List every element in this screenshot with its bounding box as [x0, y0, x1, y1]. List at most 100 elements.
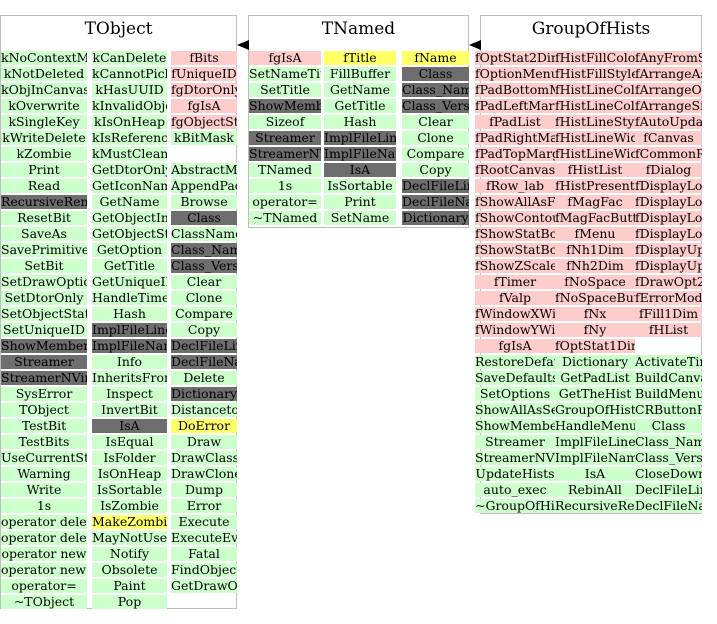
member-cell: kHasUUID	[92, 83, 167, 97]
member-cell: UpdateHists	[475, 467, 555, 481]
member-cell: fAnyFromSocket	[635, 51, 702, 65]
member-cell: fMagFac	[555, 195, 635, 209]
member-cell: Class	[171, 211, 237, 225]
member-cell: ImplFileLine	[324, 131, 396, 145]
member-cell: Clear	[402, 115, 469, 129]
member-cell: fgIsA	[249, 51, 321, 65]
member-cell: fOptStat1Dim	[555, 339, 635, 353]
member-cell: Pop	[92, 595, 167, 609]
member-cell: RecursiveRemove	[555, 499, 635, 513]
member-cell: fWindowXWidth	[475, 307, 555, 321]
member-cell: fArrangeSideBySide	[635, 99, 702, 113]
member-cell: kSingleKey	[1, 115, 87, 129]
member-cell: SetTitle	[249, 83, 321, 97]
member-cell: fAutoUpdateDelay	[635, 115, 702, 129]
member-cell: DrawClone	[171, 467, 237, 481]
member-cell: DeclFileName	[402, 195, 469, 209]
member-cell	[635, 339, 702, 353]
member-cell: Write	[1, 483, 87, 497]
member-cell: fUniqueID	[171, 67, 237, 81]
member-cell: fHistLineWidth1Dim	[555, 131, 635, 145]
member-cell: Class	[402, 67, 469, 81]
member-cell: fNh1Dim	[555, 243, 635, 257]
member-cell: RebinAll	[555, 483, 635, 497]
member-cell: fDisplayUpY	[635, 259, 702, 273]
member-cell: CRButtonPressed	[635, 403, 702, 417]
member-cell: SetDrawOption	[1, 275, 87, 289]
member-cell: kInvalidObject	[92, 99, 167, 113]
member-cell: IsOnHeap	[92, 467, 167, 481]
member-cell: ~TObject	[1, 595, 87, 609]
member-cell: fOptStat2Dim	[475, 51, 555, 65]
member-cell: TestBits	[1, 435, 87, 449]
member-cell: TNamed	[249, 163, 321, 177]
member-cell: SysError	[1, 387, 87, 401]
member-cell: GetDtorOnly	[92, 163, 167, 177]
member-cell: ImplFileName	[92, 339, 167, 353]
member-cell: kCanDelete	[92, 51, 167, 65]
member-cell: fShowZScale	[475, 259, 555, 273]
member-cell: fMenu	[555, 227, 635, 241]
member-cell: fShowStatBox1Dim	[475, 227, 555, 241]
member-cell: TestBit	[1, 419, 87, 433]
member-cell: Notify	[92, 547, 167, 561]
member-cell: IsA	[324, 163, 396, 177]
member-cell: RestoreDefaults	[475, 355, 555, 369]
member-cell: operator delete	[1, 515, 87, 529]
member-cell: Copy	[171, 323, 237, 337]
member-cell: auto_exec	[475, 483, 555, 497]
member-cell: Print	[324, 195, 396, 209]
member-cell: FindObject	[171, 563, 237, 577]
member-cell: HandleTimer	[92, 291, 167, 305]
member-cell: fArrangeOnTop	[635, 83, 702, 97]
member-cell: kBitMask	[171, 131, 237, 145]
member-cell: Error	[171, 499, 237, 513]
member-cell: BuildCanvas	[635, 371, 702, 385]
member-cell: fBits	[171, 51, 237, 65]
member-cell: Read	[1, 179, 87, 193]
member-cell: Fatal	[171, 547, 237, 561]
member-cell: DoError	[171, 419, 237, 433]
member-cell: Copy	[402, 163, 469, 177]
member-cell: kZombie	[1, 147, 87, 161]
member-cell: fRow_lab	[475, 179, 555, 193]
member-cell: GetTheHist	[555, 387, 635, 401]
member-cell: SetUniqueID	[1, 323, 87, 337]
member-cell: kCannotPick	[92, 67, 167, 81]
member-cell: operator new[]	[1, 563, 87, 577]
member-cell: DeclFileLine	[402, 179, 469, 193]
member-cell: ExecuteEvent	[171, 531, 237, 545]
member-cell: Class_Name	[171, 243, 237, 257]
member-cell: SetObjectStat	[1, 307, 87, 321]
member-cell: HandleMenu	[555, 419, 635, 433]
member-cell: fMagFacButton	[555, 211, 635, 225]
member-cell: fValp	[475, 291, 555, 305]
member-cell: fHistLineStyle	[555, 115, 635, 129]
member-cell: Class_Version	[635, 451, 702, 465]
member-cell: Info	[92, 355, 167, 369]
member-cell: fHistLineColor2Dim	[555, 99, 635, 113]
member-cell: DeclFileName	[635, 499, 702, 513]
member-cell: fPadLeftMargin	[475, 99, 555, 113]
member-cell: Obsolete	[92, 563, 167, 577]
member-cell: IsA	[555, 467, 635, 481]
member-cell: fName	[402, 51, 469, 65]
member-cell: fHistFillStyle	[555, 67, 635, 81]
member-cell: operator new	[1, 547, 87, 561]
member-cell: AppendPad	[171, 179, 237, 193]
member-cell: GetIconName	[92, 179, 167, 193]
member-cell: Clone	[171, 291, 237, 305]
member-cell: IsEqual	[92, 435, 167, 449]
member-cell: ShowMembers	[1, 339, 87, 353]
member-cell: kIsOnHeap	[92, 115, 167, 129]
member-cell: Compare	[171, 307, 237, 321]
class-title: GroupOfHists	[531, 19, 651, 39]
member-cell: Warning	[1, 467, 87, 481]
member-cell: fArrangeAsTiles	[635, 67, 702, 81]
member-cell: SetNameTitle	[249, 67, 321, 81]
member-cell: Paint	[92, 579, 167, 593]
member-cell: Dump	[171, 483, 237, 497]
member-cell: InvertBit	[92, 403, 167, 417]
member-cell: Clear	[171, 275, 237, 289]
member-cell: fShowContour	[475, 211, 555, 225]
